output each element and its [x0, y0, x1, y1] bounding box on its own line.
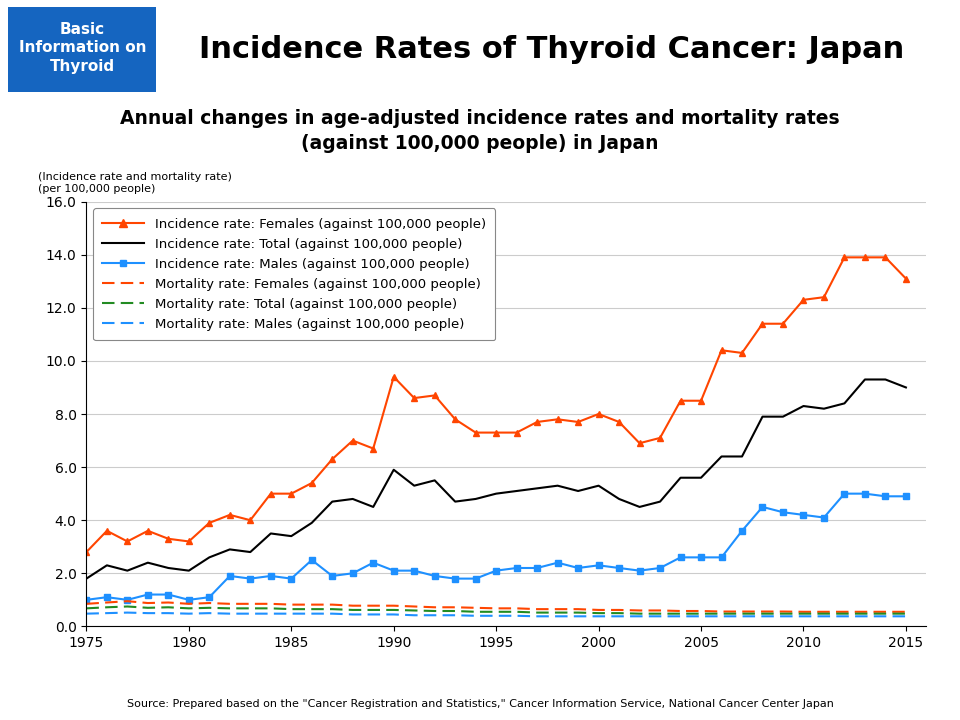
Text: Incidence Rates of Thyroid Cancer: Japan: Incidence Rates of Thyroid Cancer: Japan	[200, 35, 904, 64]
Legend: Incidence rate: Females (against 100,000 people), Incidence rate: Total (against: Incidence rate: Females (against 100,000…	[93, 208, 495, 340]
Text: Annual changes in age-adjusted incidence rates and mortality rates
(against 100,: Annual changes in age-adjusted incidence…	[120, 109, 840, 153]
Text: Basic
Information on
Thyroid: Basic Information on Thyroid	[19, 22, 146, 73]
FancyBboxPatch shape	[8, 7, 156, 92]
Text: (Incidence rate and mortality rate)
(per 100,000 people): (Incidence rate and mortality rate) (per…	[38, 173, 232, 194]
Text: Source: Prepared based on the "Cancer Registration and Statistics," Cancer Infor: Source: Prepared based on the "Cancer Re…	[127, 699, 833, 709]
